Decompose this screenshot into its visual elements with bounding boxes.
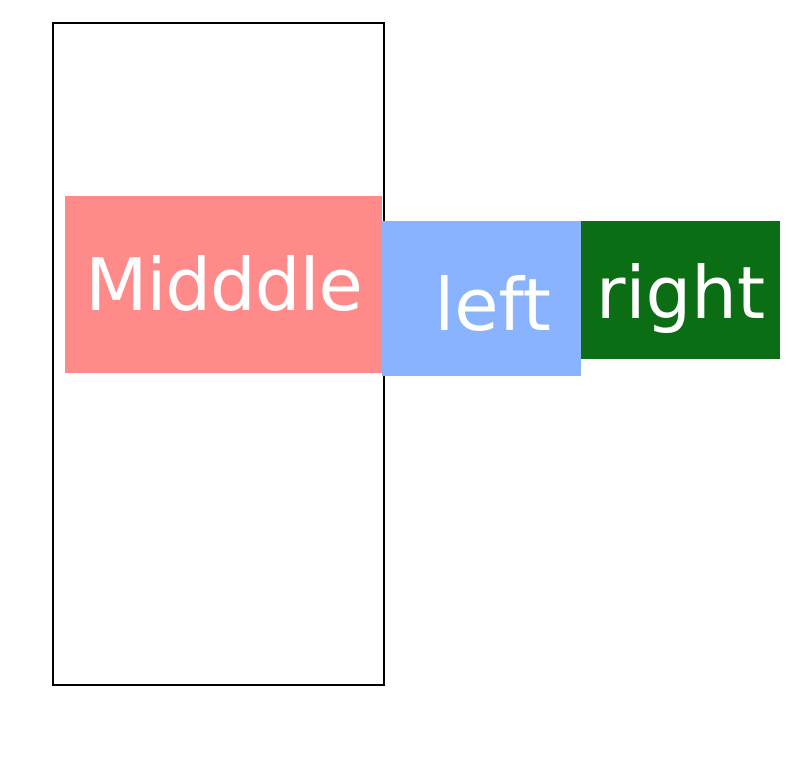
left-box: left [382, 221, 581, 376]
right-box-label: right [595, 251, 766, 335]
right-box: right [581, 221, 780, 359]
middle-box-label: Midddle [85, 242, 363, 327]
middle-box: Midddle [65, 196, 382, 373]
left-box-label: left [434, 262, 551, 347]
